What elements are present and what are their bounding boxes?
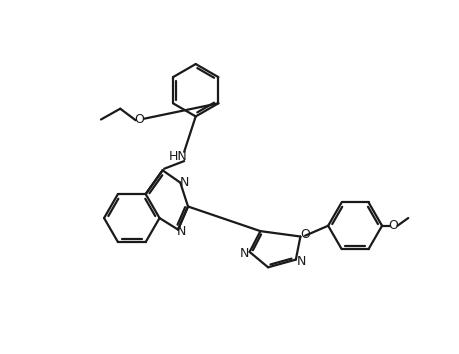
Text: N: N: [177, 225, 186, 238]
Text: HN: HN: [168, 150, 187, 163]
Text: O: O: [299, 228, 309, 241]
Text: O: O: [134, 113, 144, 126]
Text: N: N: [179, 176, 189, 189]
Text: O: O: [388, 219, 397, 232]
Text: N: N: [239, 247, 248, 260]
Text: N: N: [296, 255, 305, 268]
